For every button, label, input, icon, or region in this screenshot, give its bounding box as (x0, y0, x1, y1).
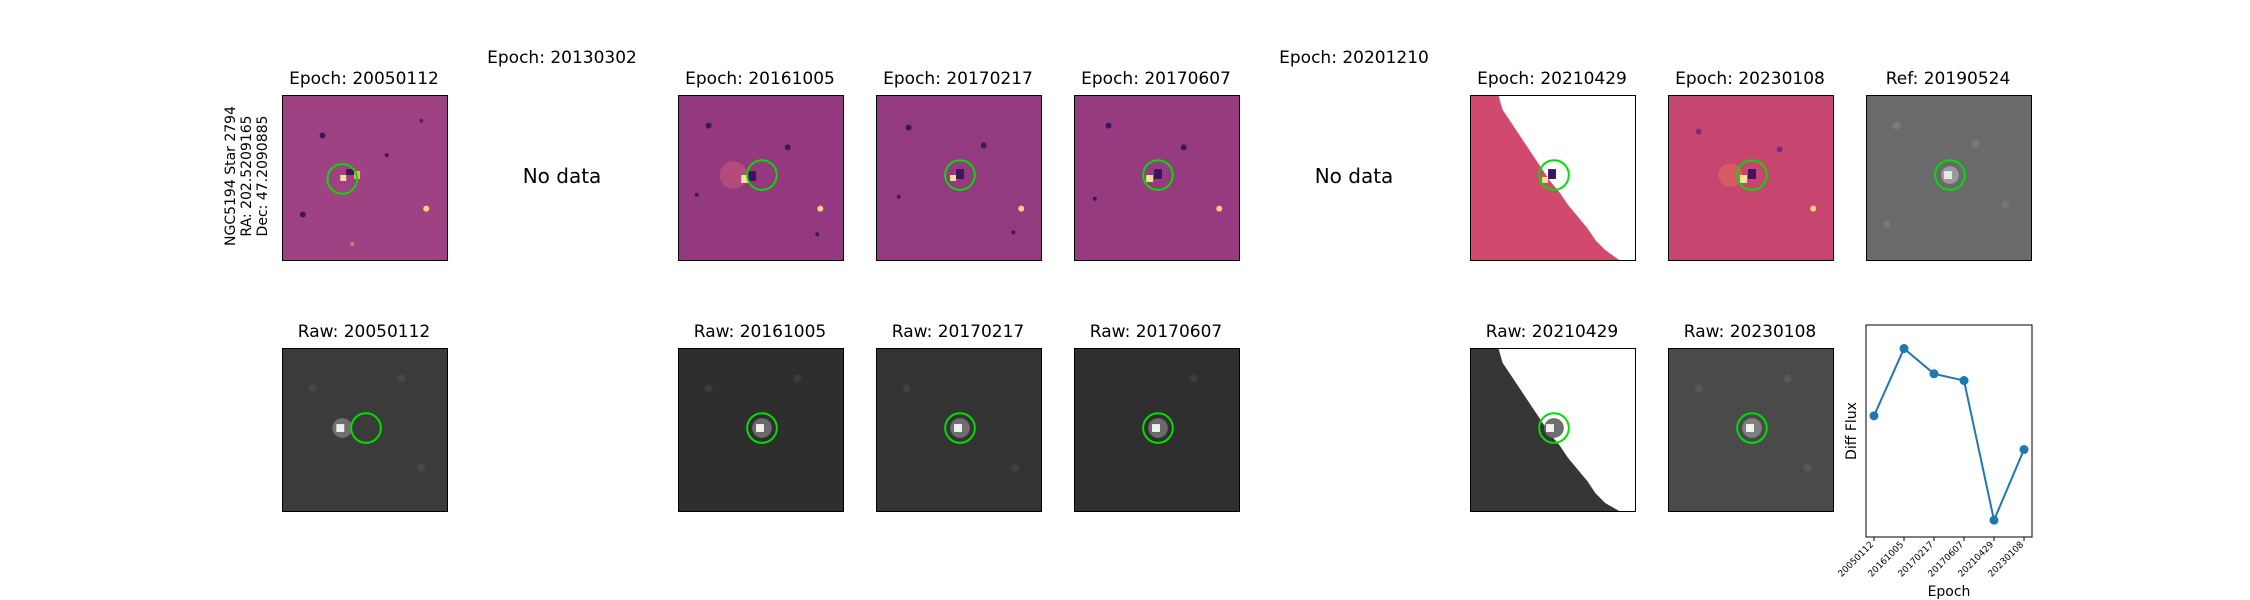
diff-image-epoch-20170217-svg (877, 96, 1041, 260)
panel-title-epoch-20170607: Epoch: 20170607 (1081, 69, 1231, 89)
data-point-20170607 (1959, 376, 1969, 386)
raw-image-20161005 (678, 348, 844, 512)
raw-image-20210429-svg (1471, 349, 1635, 511)
aperture-circle (944, 159, 976, 191)
x-axis-label: Epoch (1928, 584, 1971, 600)
diff-image-epoch-20161005-svg (679, 96, 843, 260)
data-point-20230108 (2019, 445, 2029, 455)
raw-image-20161005-svg (679, 349, 843, 511)
y-axis-label: Diff Flux (1844, 402, 1860, 460)
panel-title-raw-20161005: Raw: 20161005 (693, 322, 827, 342)
panel-title-epoch-20201210: Epoch: 20201210 (1279, 48, 1429, 68)
aperture-circle (1538, 159, 1570, 191)
data-point-20170217 (1929, 369, 1939, 379)
diff-image-epoch-20210429-svg (1471, 96, 1635, 260)
panel-title-raw-20210429: Raw: 20210429 (1485, 322, 1619, 342)
no-data-label-20201210: No data (1314, 164, 1394, 188)
series-line (1873, 346, 2025, 524)
panel-title-raw-20230108: Raw: 20230108 (1683, 322, 1817, 342)
panel-title-epoch-20170217: Epoch: 20170217 (883, 69, 1033, 89)
aperture-circle (326, 163, 359, 195)
reference-image (1866, 95, 2032, 261)
aperture-circle (1736, 159, 1768, 191)
data-point-20210429 (1989, 515, 1999, 525)
data-point-20050112 (1869, 411, 1879, 421)
raw-image-20170217-svg (877, 349, 1041, 511)
aperture-circle (944, 412, 976, 444)
raw-image-20230108-svg (1669, 349, 1833, 511)
raw-image-20170217 (876, 348, 1042, 512)
aperture-circle (1934, 159, 1966, 191)
no-data-label-20130302: No data (522, 164, 602, 188)
panel-title-epoch-20161005: Epoch: 20161005 (685, 69, 835, 89)
aperture-circle (1538, 412, 1570, 444)
raw-image-20170607-svg (1075, 349, 1239, 511)
diff-image-epoch-20210429 (1470, 95, 1636, 261)
diff-image-epoch-20230108-svg (1669, 96, 1833, 260)
aperture-circle (350, 412, 382, 444)
panel-title-raw-20050112: Raw: 20050112 (297, 322, 431, 342)
aperture-circle (1142, 412, 1174, 444)
panel-title-epoch-20210429: Epoch: 20210429 (1477, 69, 1627, 89)
raw-image-20170607 (1074, 348, 1240, 512)
aperture-circle (746, 412, 778, 444)
diff-image-epoch-20170607 (1074, 95, 1240, 261)
aperture-circle (1736, 412, 1768, 444)
raw-image-20230108 (1668, 348, 1834, 512)
panel-title-raw-20170607: Raw: 20170607 (1089, 322, 1223, 342)
aperture-circle (746, 159, 778, 191)
panel-title-epoch-20130302: Epoch: 20130302 (487, 48, 637, 68)
panel-title-reference: Ref: 20190524 (1885, 69, 2011, 89)
diff-image-epoch-20050112 (282, 95, 448, 261)
reference-image-svg (1867, 96, 2031, 260)
panel-title-epoch-20230108: Epoch: 20230108 (1675, 69, 1825, 89)
chart-plot-area (1865, 324, 2033, 538)
data-point-20161005 (1899, 344, 1909, 354)
raw-image-20210429 (1470, 348, 1636, 512)
raw-image-20050112 (282, 348, 448, 512)
diff-image-epoch-20230108 (1668, 95, 1834, 261)
aperture-circle (1142, 159, 1174, 191)
diff-image-epoch-20050112-svg (283, 96, 447, 260)
panel-title-raw-20170217: Raw: 20170217 (891, 322, 1025, 342)
diff-image-epoch-20170217 (876, 95, 1042, 261)
raw-image-20050112-svg (283, 349, 447, 511)
diff-image-epoch-20161005 (678, 95, 844, 261)
diff-image-epoch-20170607-svg (1075, 96, 1239, 260)
panel-title-epoch-20050112: Epoch: 20050112 (289, 69, 439, 89)
